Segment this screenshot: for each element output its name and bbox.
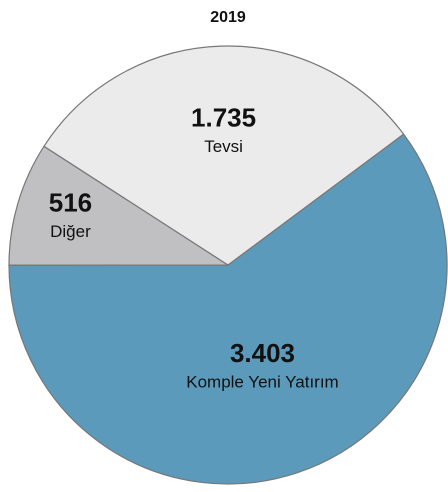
pie-slice xyxy=(8,145,231,266)
chart-title: 2019 xyxy=(210,9,246,26)
category-label: Diğer xyxy=(50,222,91,241)
value-label: 3.403 xyxy=(230,338,295,368)
pie-slice xyxy=(8,133,448,485)
value-label: 1.735 xyxy=(191,103,256,133)
category-label: Tevsi xyxy=(204,137,243,156)
pie-slice xyxy=(43,45,405,266)
value-label: 516 xyxy=(49,187,92,217)
category-label: Komple Yeni Yatırım xyxy=(186,372,338,391)
